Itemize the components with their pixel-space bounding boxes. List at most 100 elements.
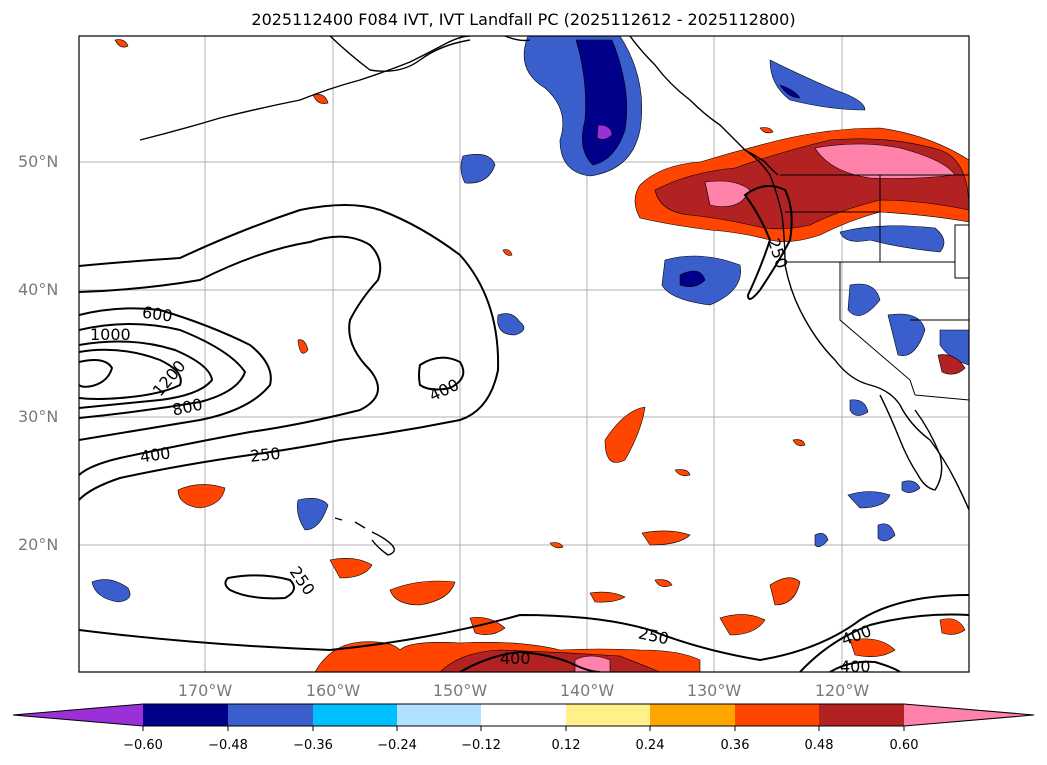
interior-blue-patch-3 [887, 313, 926, 357]
contour-400-southeast-2 [829, 660, 901, 672]
colorbar-segment [143, 704, 228, 726]
hawaii-north-orange-patch [297, 339, 309, 354]
tiny-orange-patch-4 [549, 542, 564, 549]
interior-blue-patch-1 [839, 225, 945, 253]
lon-label-170w: 170°W [177, 681, 233, 700]
baja-blue-patch-2 [901, 480, 921, 493]
lat-label-20n: 20°N [18, 535, 59, 554]
south-orange-patch-3 [469, 617, 506, 635]
colorbar-segment [650, 704, 735, 726]
lon-label-120w: 120°W [814, 681, 870, 700]
contour-400-west [79, 235, 382, 476]
south-orange-patch-4 [641, 530, 691, 546]
contour-label: 400 [426, 375, 462, 405]
colorbar-min-extend [13, 704, 143, 726]
contour-label: 250 [637, 623, 671, 648]
baja-coast [879, 394, 943, 491]
contour-250-south [224, 574, 295, 600]
socal-blue-patch [849, 399, 869, 416]
southwest-blue-patch [91, 579, 131, 603]
colorbar-tick-label: 0.12 [551, 738, 581, 753]
gulf-of-alaska-dark-core [575, 39, 628, 166]
ut-border [954, 225, 969, 279]
colorbar-tick-label: −0.36 [293, 738, 333, 753]
colorbar-segment [397, 704, 481, 726]
south-orange-patch-2 [389, 580, 456, 606]
contour-250-west [79, 204, 500, 501]
lat-label-40n: 40°N [18, 280, 59, 299]
colorbar-tick-label: −0.60 [123, 738, 163, 753]
colorbar-segment [313, 704, 397, 726]
positive-anomaly-patches [114, 39, 969, 672]
colorbar-segment [735, 704, 819, 726]
map-frame [78, 35, 970, 673]
colorbar-tick-label: 0.48 [804, 738, 834, 753]
colorbar-segment [819, 704, 904, 726]
lon-label-130w: 130°W [686, 681, 742, 700]
contour-label: 250 [249, 444, 281, 466]
pacific-blue-patch-4 [814, 533, 829, 547]
colorbar-tick-label: 0.24 [635, 738, 665, 753]
colorbar [12, 703, 1035, 731]
colorbar-segment [481, 704, 566, 726]
lon-label-160w: 160°W [305, 681, 361, 700]
contour-label: 400 [500, 649, 531, 668]
coastlines [139, 36, 969, 556]
lat-label-30n: 30°N [18, 407, 59, 426]
alaska-peninsula-coast [139, 36, 471, 141]
baja-blue-patch [847, 491, 891, 509]
contour-1000 [79, 340, 214, 409]
alaska-mainland-coast [329, 36, 531, 72]
tiny-orange-patch-2 [674, 469, 691, 477]
contour-250-coast [743, 185, 793, 300]
contour-400-equatorial [459, 650, 601, 672]
equatorial-pink-core [574, 655, 611, 672]
contour-label: 400 [840, 657, 871, 676]
aleutian-orange-patch-2 [312, 94, 329, 104]
political-borders [780, 174, 969, 401]
aleutian-orange-patch [114, 39, 129, 48]
contour-labels: 600 1000 1200 800 400 250 400 250 250 25… [90, 236, 874, 676]
map-area: 600 1000 1200 800 400 250 400 250 250 25… [79, 36, 969, 676]
colorbar-segment [566, 704, 650, 726]
offshore-dark-patch-2 [679, 270, 706, 287]
contour-label: 400 [139, 443, 172, 466]
southeast-orange-patch-3 [849, 638, 896, 657]
offshore-blue-patch-3 [497, 313, 525, 336]
ca-nv-border [839, 262, 916, 396]
colorbar-max-extend [904, 704, 1034, 726]
colorbar-tick-label: −0.48 [208, 738, 248, 753]
vancouver-island [744, 149, 779, 176]
south-orange-patch-6 [654, 579, 673, 587]
mexico-blue-patch [877, 523, 896, 542]
contour-800 [79, 323, 247, 419]
colorbar-tick-label: −0.24 [377, 738, 417, 753]
contour-400-southeast [799, 613, 969, 672]
map-title: 2025112400 F084 IVT, IVT Landfall PC (20… [251, 10, 796, 29]
pacific-northwest-pink-core-1 [704, 180, 751, 207]
contour-400-mid [418, 356, 465, 391]
contour-600 [79, 307, 272, 441]
south-orange-patch-5 [589, 591, 626, 603]
tiny-orange-patch-1 [502, 249, 513, 256]
contour-label: 1200 [149, 357, 190, 400]
west-orange-patch [177, 484, 226, 509]
contour-label: 600 [141, 303, 174, 326]
alaska-coast-blue-patch [769, 59, 866, 111]
lon-label-140w: 140°W [559, 681, 615, 700]
us-mexico-border [914, 394, 969, 401]
tiny-orange-patch-5 [759, 127, 774, 134]
southeast-orange-patch-2 [769, 577, 801, 606]
offshore-blue-patch-1 [460, 154, 496, 184]
gulf-of-alaska-purple-core [596, 124, 613, 140]
colorbar-tick-label: 0.60 [889, 738, 919, 753]
hawaii-islands [334, 517, 395, 556]
interior-blue-patch-2 [847, 283, 881, 316]
lon-label-150w: 150°W [432, 681, 488, 700]
tiny-orange-patch-3 [792, 439, 806, 447]
central-orange-streak [604, 406, 646, 463]
colorbar-segment [228, 704, 313, 726]
south-orange-patch-1 [329, 558, 373, 579]
lat-label-50n: 50°N [18, 152, 59, 171]
